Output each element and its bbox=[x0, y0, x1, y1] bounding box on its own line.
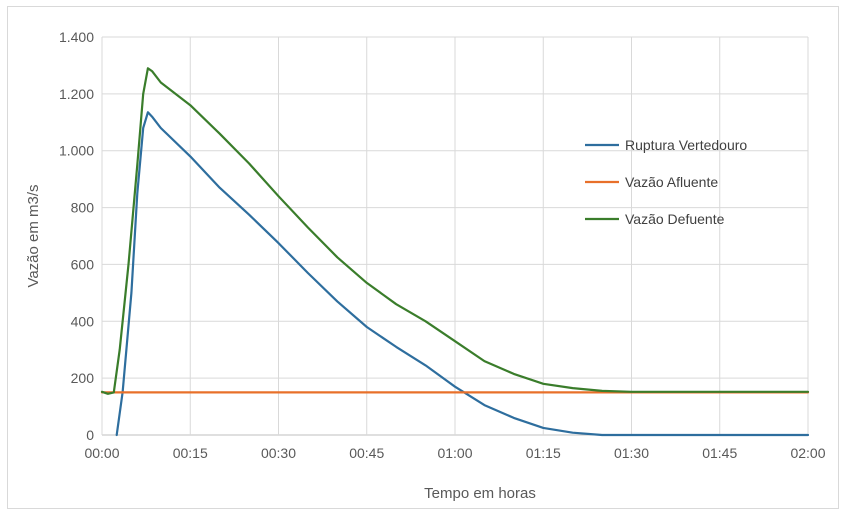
chart-frame bbox=[7, 6, 839, 509]
y-tick-label: 800 bbox=[71, 200, 95, 216]
x-axis-ticks: 00:00 00:15 00:30 00:45 01:00 01:15 01:30 01:45… bbox=[84, 445, 825, 461]
legend-label: Ruptura Vertedouro bbox=[625, 137, 747, 153]
x-axis-title: Tempo em horas bbox=[424, 485, 536, 502]
x-tick-label: 00:15 bbox=[173, 445, 208, 461]
x-tick-label: 01:45 bbox=[702, 445, 737, 461]
legend-label: Vazão Defuente bbox=[625, 211, 725, 227]
gridlines bbox=[101, 36, 809, 436]
y-tick-label: 400 bbox=[71, 313, 95, 329]
series-lines bbox=[100, 67, 810, 437]
series-line-0 bbox=[115, 111, 810, 437]
x-tick-label: 01:30 bbox=[614, 445, 649, 461]
y-tick-label: 600 bbox=[71, 256, 95, 272]
y-axis-title: Vazão em m3/s bbox=[25, 184, 42, 287]
x-tick-label: 01:15 bbox=[526, 445, 561, 461]
y-tick-label: 0 bbox=[86, 427, 94, 443]
y-tick-label: 1.200 bbox=[59, 86, 94, 102]
y-tick-label: 200 bbox=[71, 370, 95, 386]
legend: Ruptura Vertedouro Vazão Afluente Vazão De… bbox=[585, 137, 747, 227]
x-tick-label: 00:30 bbox=[261, 445, 296, 461]
x-tick-label: 01:00 bbox=[437, 445, 472, 461]
y-axis-ticks: 0 200 400 600 800 1.000 1.200 1.400 bbox=[59, 29, 94, 443]
y-tick-label: 1.400 bbox=[59, 29, 94, 45]
series-line-2 bbox=[100, 67, 810, 395]
x-tick-label: 00:00 bbox=[84, 445, 119, 461]
x-tick-label: 00:45 bbox=[349, 445, 384, 461]
y-tick-label: 1.000 bbox=[59, 143, 94, 159]
x-tick-label: 02:00 bbox=[790, 445, 825, 461]
legend-label: Vazão Afluente bbox=[625, 174, 718, 190]
